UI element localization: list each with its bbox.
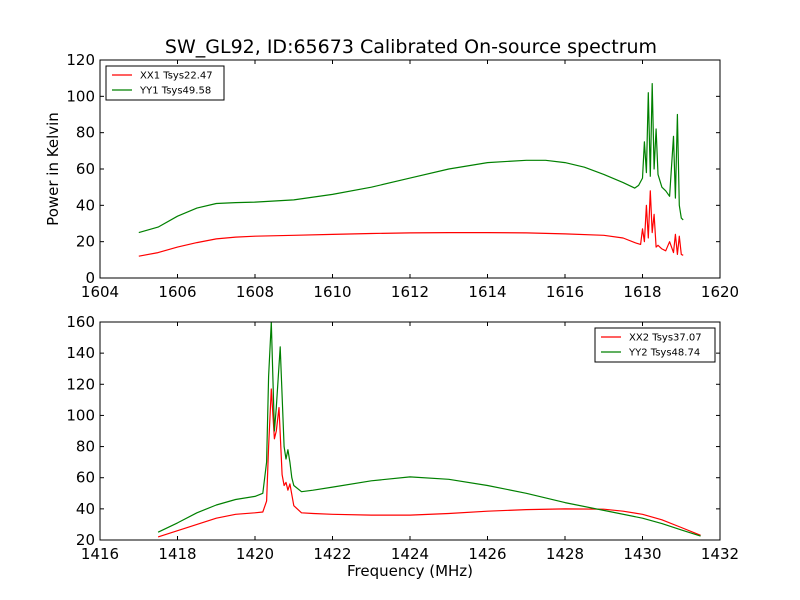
x-tick-label: 1606 — [158, 283, 196, 301]
y-tick-label: 40 — [76, 196, 95, 214]
y-tick-label: 140 — [66, 344, 95, 362]
y-tick-label: 40 — [76, 500, 95, 518]
legend-entry: XX1 Tsys22.47 — [140, 71, 213, 82]
y-tick-label: 60 — [76, 160, 95, 178]
x-tick-label: 1432 — [701, 545, 739, 563]
y-tick-label: 20 — [76, 531, 95, 549]
y-axis-label: Power in Kelvin — [44, 112, 62, 226]
x-tick-label: 1422 — [313, 545, 351, 563]
y-tick-label: 100 — [66, 87, 95, 105]
x-tick-label: 1416 — [81, 545, 119, 563]
y-tick-label: 100 — [66, 406, 95, 424]
y-tick-label: 0 — [85, 269, 95, 287]
y-tick-label: 120 — [66, 375, 95, 393]
legend-box — [594, 327, 716, 363]
x-tick-label: 1608 — [236, 283, 274, 301]
legend-box — [105, 65, 225, 101]
x-tick-label: 1620 — [701, 283, 739, 301]
legend: XX2 Tsys37.07 YY2 Tsys48.74 — [594, 327, 716, 363]
x-tick-label: 1424 — [391, 545, 429, 563]
x-tick-label: 1420 — [236, 545, 274, 563]
legend-entry: YY2 Tsys48.74 — [628, 348, 700, 359]
y-tick-label: 120 — [66, 51, 95, 69]
x-tick-label: 1604 — [81, 283, 119, 301]
series-line-1 — [157, 388, 701, 538]
y-tick-label: 20 — [76, 233, 95, 251]
legend-entry: XX2 Tsys37.07 — [629, 333, 702, 344]
x-tick-label: 1418 — [158, 545, 196, 563]
x-tick-label: 1614 — [468, 283, 506, 301]
bottom-panel: Frequency (MHz) 1416 1418 1420 1422 1424 1426… — [66, 313, 739, 580]
series-line-2 — [138, 82, 684, 234]
y-tick-label: 80 — [76, 124, 95, 142]
x-tick-label: 1428 — [546, 545, 584, 563]
x-tick-label: 1612 — [391, 283, 429, 301]
y-tick-label: 160 — [66, 313, 95, 331]
x-axis-label: Frequency (MHz) — [347, 562, 473, 580]
legend: XX1 Tsys22.47 YY1 Tsys49.58 — [105, 65, 225, 101]
series-line-2 — [157, 322, 701, 537]
top-panel: SW_GL92, ID:65673 Calibrated On-source s… — [44, 36, 739, 301]
x-tick-label: 1610 — [313, 283, 351, 301]
series-line-1 — [138, 190, 684, 257]
x-tick-label: 1426 — [468, 545, 506, 563]
chart-title: SW_GL92, ID:65673 Calibrated On-source s… — [165, 36, 657, 58]
x-tick-label: 1618 — [623, 283, 661, 301]
x-tick-label: 1616 — [546, 283, 584, 301]
legend-entry: YY1 Tsys49.58 — [139, 86, 211, 97]
x-tick-label: 1430 — [623, 545, 661, 563]
y-tick-label: 60 — [76, 469, 95, 487]
y-tick-label: 80 — [76, 438, 95, 456]
